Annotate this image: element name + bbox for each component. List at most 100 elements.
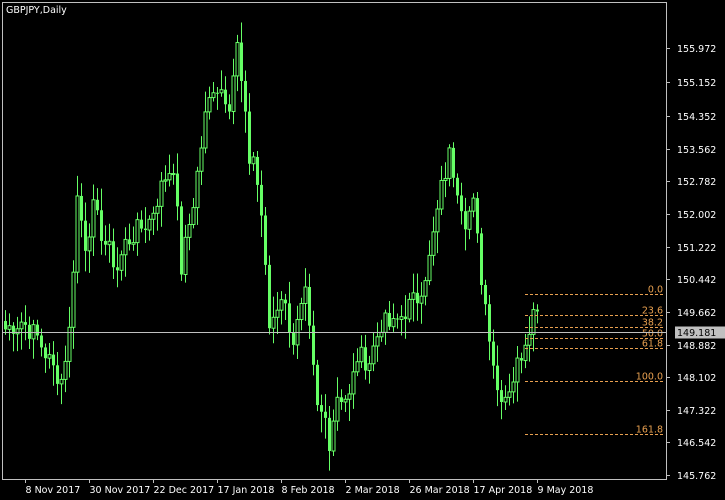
candle: [131, 226, 136, 251]
candle: [308, 273, 311, 339]
candle: [19, 312, 24, 350]
candle: [367, 355, 372, 384]
candle: [171, 163, 176, 185]
candle: [7, 313, 12, 341]
candle: [316, 359, 319, 412]
candle: [515, 346, 520, 402]
candle: [500, 380, 503, 420]
candle: [199, 136, 204, 186]
time-tick-label: 26 Mar 2018: [410, 485, 470, 496]
candle: [299, 297, 304, 331]
candle: [271, 296, 276, 344]
fib-level-label: 100.0: [636, 372, 663, 383]
candle: [439, 165, 444, 216]
candle: [112, 228, 115, 279]
price-tick-label: 148.102: [677, 373, 716, 384]
candle: [107, 223, 112, 263]
candle: [411, 273, 416, 322]
price-tick-label: 155.972: [677, 44, 716, 55]
candle: [435, 200, 440, 254]
candle: [492, 329, 495, 379]
candle: [355, 348, 360, 377]
candle: [264, 206, 267, 275]
candle: [391, 303, 396, 332]
candle: [379, 319, 384, 342]
candle: [256, 151, 259, 202]
candle: [335, 377, 340, 431]
candle: [471, 193, 476, 218]
price-axis: 155.972 155.152 154.352 153.562 152.782 152.0…: [666, 44, 725, 482]
candle: [464, 197, 467, 251]
candle: [4, 310, 7, 335]
candle: [119, 250, 124, 281]
candle: [443, 162, 448, 198]
price-tick-label: 151.222: [677, 243, 716, 254]
candle: [375, 322, 380, 362]
candle: [480, 227, 483, 295]
price-tick-label: 155.152: [677, 78, 716, 89]
price-tick-label: 146.542: [677, 438, 716, 449]
candle: [75, 175, 80, 284]
candle: [163, 165, 168, 192]
candle: [59, 373, 64, 405]
candle: [116, 247, 119, 288]
candle: [12, 322, 15, 352]
time-tick-label: 22 Dec 2017: [154, 485, 215, 496]
fibonacci-retracement[interactable]: 0.0 23.638.250.061.8 100.0 161.8: [525, 285, 665, 436]
candle: [183, 224, 188, 283]
fib-level-label: 50.0: [642, 329, 663, 340]
candle: [288, 281, 291, 348]
candle: [268, 255, 271, 335]
candle: [520, 352, 523, 374]
candle: [371, 331, 376, 372]
candle: [399, 305, 404, 336]
candle: [63, 345, 68, 393]
candle: [416, 273, 419, 321]
candle: [44, 343, 47, 373]
candle: [224, 76, 227, 113]
candle: [340, 389, 343, 410]
candle: [104, 225, 107, 256]
candle: [536, 304, 539, 324]
candle: [56, 352, 59, 396]
chart-frame: [2, 2, 667, 480]
candle: [383, 309, 388, 345]
candle: [228, 94, 231, 120]
bid-price-label: 149.181: [677, 328, 716, 339]
candle: [531, 302, 536, 352]
candle: [140, 210, 143, 233]
candle: [452, 142, 455, 188]
candle: [324, 394, 327, 439]
candle: [527, 316, 532, 362]
price-tick-label: 149.662: [677, 308, 716, 319]
time-tick-label: 17 Apr 2018: [474, 485, 533, 496]
candles-layer: [4, 22, 539, 471]
candle: [84, 202, 87, 272]
candle: [260, 170, 263, 238]
chart-title: GBPJPY,Daily: [6, 5, 67, 16]
candle: [24, 305, 27, 341]
candle: [67, 306, 72, 378]
candle: [203, 91, 208, 154]
candle: [15, 316, 20, 352]
fib-level-label: 38.2: [642, 318, 663, 329]
candle: [328, 406, 331, 471]
candle: [167, 154, 172, 187]
candle: [467, 206, 472, 240]
candle: [507, 373, 512, 406]
candle: [312, 310, 315, 376]
price-tick-label: 153.562: [677, 145, 716, 156]
candle: [47, 342, 52, 369]
candle: [388, 301, 391, 331]
candle: [91, 184, 96, 256]
candle: [195, 166, 200, 225]
candle: [496, 345, 499, 407]
price-tick-label: 150.442: [677, 275, 716, 286]
candle: [87, 223, 92, 273]
candle: [191, 198, 196, 229]
candle: [248, 93, 251, 175]
time-tick-label: 30 Nov 2017: [90, 485, 151, 496]
candle: [211, 82, 216, 102]
